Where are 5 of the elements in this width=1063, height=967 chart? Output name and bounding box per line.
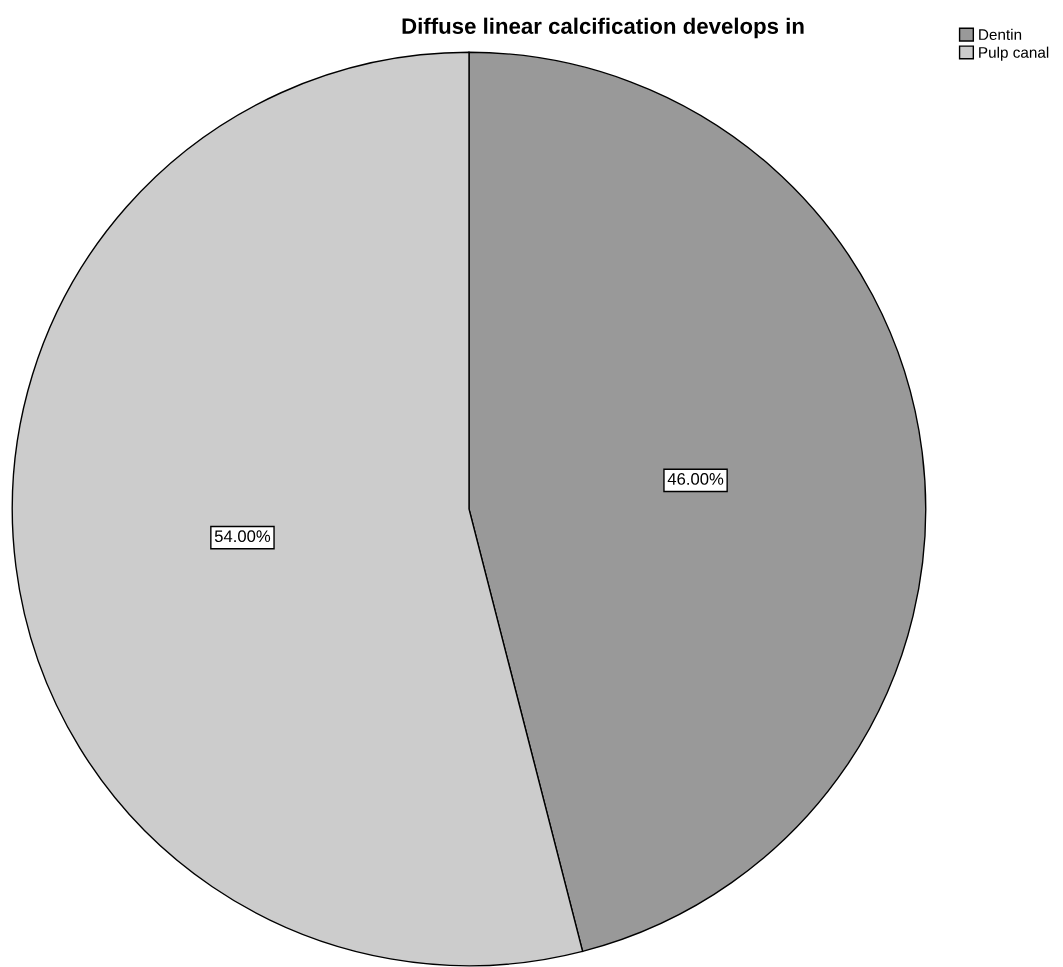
data-label: 54.00% bbox=[214, 530, 271, 543]
legend-label: Dentin bbox=[979, 28, 1022, 41]
chart-title: Diffuse linear calcification develops in bbox=[402, 17, 804, 39]
legend-label: Pulp canal bbox=[979, 46, 1049, 61]
data-label: 46.00% bbox=[667, 473, 724, 485]
